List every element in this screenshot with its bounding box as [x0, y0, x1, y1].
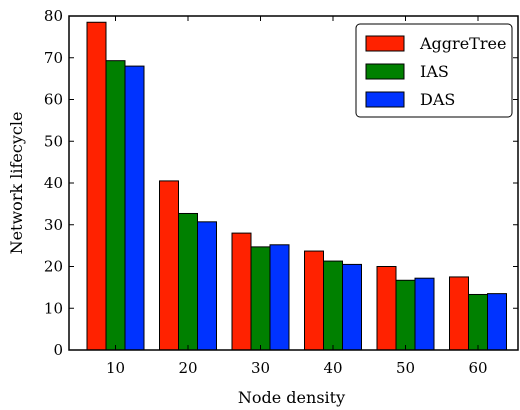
legend-label-das: DAS [420, 90, 455, 109]
y-tick-label: 30 [44, 216, 63, 234]
y-tick-label: 0 [53, 341, 63, 359]
x-tick-label: 30 [251, 359, 270, 377]
y-axis: 0 10 20 30 40 50 60 70 80 [44, 7, 518, 359]
legend-swatch-ias [365, 63, 405, 80]
bar-das-30 [269, 244, 290, 351]
bar-ias-60 [468, 293, 488, 351]
x-tick-label: 20 [178, 359, 197, 377]
y-tick-label: 50 [44, 132, 63, 150]
y-tick-label: 10 [44, 299, 63, 317]
bar-das-40 [342, 263, 362, 351]
y-axis-label: Network lifecycle [7, 112, 26, 255]
y-tick-label: 80 [44, 7, 63, 25]
x-axis-label: Node density [238, 388, 345, 407]
y-tick-label: 40 [44, 174, 63, 192]
x-tick-label: 50 [396, 359, 415, 377]
bar-aggretree-60 [449, 276, 469, 351]
bar-aggretree-50 [376, 266, 397, 351]
bar-aggretree-30 [231, 232, 252, 351]
legend-label-aggretree: AggreTree [419, 34, 506, 53]
legend-swatch-das [365, 91, 405, 108]
bar-das-20 [197, 221, 217, 351]
bar-aggretree-20 [159, 180, 179, 351]
x-tick-label: 10 [106, 359, 125, 377]
bar-aggretree-40 [304, 250, 324, 351]
y-tick-label: 70 [44, 49, 63, 67]
bar-das-10 [124, 65, 145, 351]
y-tick-label: 60 [44, 91, 63, 109]
bar-ias-50 [395, 279, 416, 351]
legend: AggreTree IAS DAS [355, 23, 513, 118]
bar-ias-30 [250, 246, 271, 351]
bar-ias-20 [178, 212, 198, 351]
bar-das-60 [487, 293, 507, 351]
bar-aggretree-10 [86, 21, 107, 351]
y-tick-label: 20 [44, 258, 63, 276]
x-axis: 10 20 30 40 50 60 [106, 16, 488, 377]
x-tick-label: 60 [468, 359, 487, 377]
bar-ias-40 [323, 260, 343, 351]
bar-ias-10 [105, 60, 126, 351]
legend-label-ias: IAS [420, 62, 449, 81]
x-tick-label: 40 [323, 359, 342, 377]
legend-swatch-aggretree [365, 35, 405, 52]
bars-group [86, 21, 507, 351]
bar-das-50 [414, 277, 435, 351]
